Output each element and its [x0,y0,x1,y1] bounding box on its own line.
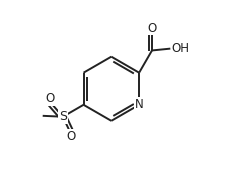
Text: S: S [59,110,67,123]
Text: O: O [66,130,75,143]
Text: OH: OH [171,42,188,55]
Text: O: O [45,92,55,105]
Text: N: N [134,98,143,111]
Text: O: O [147,22,156,35]
